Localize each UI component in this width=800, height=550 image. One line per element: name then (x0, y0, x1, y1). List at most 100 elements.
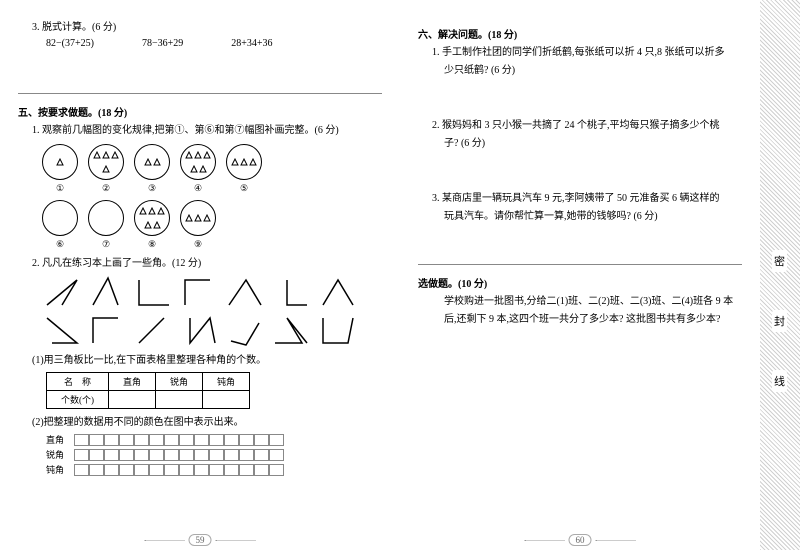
angle-shape (134, 313, 174, 347)
grid-cell (134, 434, 149, 446)
circle-number: ⑥ (42, 239, 78, 250)
th-obtuse: 钝角 (203, 373, 250, 391)
q5-2: 2. 凡凡在练习本上画了一些角。(12 分) (32, 256, 382, 271)
grid-label-acute: 锐角 (46, 448, 74, 461)
grid-row-acute: 锐角 (46, 448, 382, 461)
bonus-b: 后,还剩下 9 本,这四个班一共分了多少本? 这批图书共有多少本? (444, 312, 742, 327)
divider-right (418, 264, 742, 265)
row-label: 个数(个) (47, 391, 109, 409)
grid-cell (89, 464, 104, 476)
pattern-circle (134, 144, 170, 180)
pattern-circle (180, 144, 216, 180)
q5-2b: (2)把整理的数据用不同的颜色在图中表示出来。 (32, 415, 382, 430)
grid-cell (134, 464, 149, 476)
bind-char-2: 封 (772, 310, 787, 332)
page-number-right: 60 (525, 534, 636, 546)
grid-cell (224, 449, 239, 461)
grid-cell (239, 449, 254, 461)
th-name: 名 称 (47, 373, 109, 391)
bonus-a: 学校购进一批图书,分给二(1)班、二(2)班、二(3)班、二(4)班各 9 本 (444, 294, 742, 309)
circle-number: ⑧ (134, 239, 170, 250)
grid-cell (254, 464, 269, 476)
q6-2a: 2. 猴妈妈和 3 只小猴一共摘了 24 个桃子,平均每只猴子摘多少个桃 (432, 118, 742, 133)
grid-cell (119, 434, 134, 446)
divider (18, 93, 382, 94)
pattern-circle (226, 144, 262, 180)
grid-cell (194, 464, 209, 476)
grid-cell (209, 449, 224, 461)
angle-shape (88, 275, 128, 309)
grid-cell (179, 434, 194, 446)
grid-cell (89, 449, 104, 461)
grid-cell (104, 449, 119, 461)
q6-1b: 少只纸鹤? (6 分) (444, 63, 742, 78)
grid-cell (164, 434, 179, 446)
grid-cell (194, 434, 209, 446)
pattern-circle (42, 144, 78, 180)
circle-number: ④ (180, 183, 216, 194)
expr-3: 28+34+36 (231, 38, 272, 49)
grid-cell (254, 449, 269, 461)
circle-number: ⑤ (226, 183, 262, 194)
grid-label-right: 直角 (46, 433, 74, 446)
angle-shape (42, 313, 82, 347)
grid-cell (239, 464, 254, 476)
grid-cell (179, 464, 194, 476)
q6-2b: 子? (6 分) (444, 136, 742, 151)
circle-number: ③ (134, 183, 170, 194)
grid-cell (119, 464, 134, 476)
grid-cell (179, 449, 194, 461)
section-6-title: 六、解决问题。(18 分) (418, 26, 742, 41)
grid-cell (239, 434, 254, 446)
left-page: 3. 脱式计算。(6 分) 82−(37+25) 78−36+29 28+34+… (0, 0, 400, 550)
angle-shape (42, 275, 82, 309)
q6-3b: 玩具汽车。请你帮忙算一算,她带的钱够吗? (6 分) (444, 209, 742, 224)
pattern-circle (88, 144, 124, 180)
q5-2a: (1)用三角板比一比,在下面表格里整理各种角的个数。 (32, 353, 382, 368)
grid-cell (164, 464, 179, 476)
grid-cell (74, 464, 89, 476)
cell-acute (156, 391, 203, 409)
bonus-title: 选做题。(10 分) (418, 275, 742, 290)
angle-shape (180, 275, 220, 309)
angle-shape (88, 313, 128, 347)
q3-expressions: 82−(37+25) 78−36+29 28+34+36 (46, 38, 382, 49)
grid-cell (74, 449, 89, 461)
grid-cell (224, 464, 239, 476)
expr-1: 82−(37+25) (46, 38, 94, 49)
circle-number: ② (88, 183, 124, 194)
section-5-title: 五、按要求做题。(18 分) (18, 104, 382, 119)
expr-2: 78−36+29 (142, 38, 183, 49)
grid-label-obtuse: 钝角 (46, 463, 74, 476)
grid-cell (194, 449, 209, 461)
grid-cell (119, 449, 134, 461)
cell-right (109, 391, 156, 409)
grid-cell (269, 434, 284, 446)
grid-cell (254, 434, 269, 446)
circle-number: ① (42, 183, 78, 194)
cell-obtuse (203, 391, 250, 409)
q6-3a: 3. 某商店里一辆玩具汽车 9 元,李阿姨带了 50 元准备买 6 辆这样的 (432, 191, 742, 206)
q3-title: 3. 脱式计算。(6 分) (32, 20, 382, 35)
grid-cell (149, 449, 164, 461)
q6-1a: 1. 手工制作社团的同学们折纸鹤,每张纸可以折 4 只,8 张纸可以折多 (432, 45, 742, 60)
circles-row-2 (42, 200, 382, 236)
bind-char-1: 密 (772, 250, 787, 272)
angle-shape (226, 313, 266, 347)
grid-cell (89, 434, 104, 446)
pattern-circle (180, 200, 216, 236)
angle-shape (318, 275, 358, 309)
angle-shape (272, 275, 312, 309)
angle-count-table: 名 称 直角 锐角 钝角 个数(个) (46, 372, 250, 409)
grid-row-obtuse: 钝角 (46, 463, 382, 476)
grid-cell (164, 449, 179, 461)
angle-shape (272, 313, 312, 347)
nums-row-2: ⑥⑦⑧⑨ (42, 239, 382, 250)
grid-cell (74, 434, 89, 446)
binding-strip: 密 封 线 (760, 0, 800, 550)
angle-shape (134, 275, 174, 309)
grid-cell (149, 464, 164, 476)
q5-1: 1. 观察前几幅图的变化规律,把第①、第⑥和第⑦幅图补画完整。(6 分) (32, 123, 382, 138)
circle-number: ⑨ (180, 239, 216, 250)
grid-cell (209, 434, 224, 446)
